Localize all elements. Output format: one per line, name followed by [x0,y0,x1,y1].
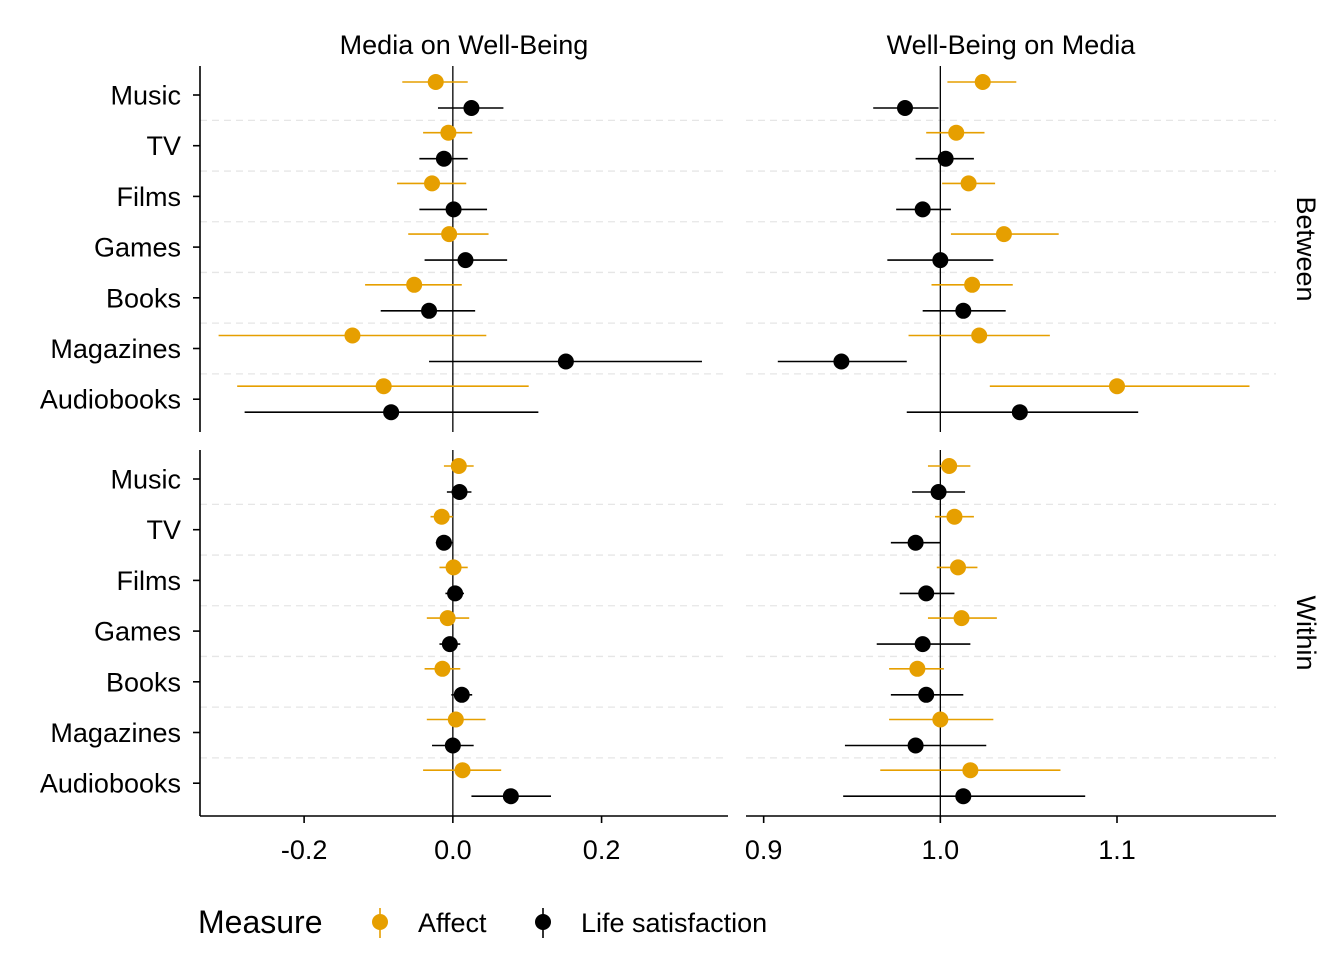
axes-layer [193,66,1276,823]
grid-layer [200,119,1276,759]
point-life-satisfaction-audiobooks-0-0 [383,404,400,421]
y-tick-label-films-0: Films [117,182,181,212]
point-affect-books-1-1 [909,660,926,677]
x-tick-label-0-2: 0.2 [583,835,621,865]
point-affect-films-1-0 [960,175,977,192]
point-affect-games-0-0 [441,226,458,243]
point-life-satisfaction-tv-1-0 [937,150,954,167]
point-affect-music-1-0 [974,74,991,90]
point-life-satisfaction-games-1-0 [932,252,949,269]
point-affect-audiobooks-1-0 [1109,378,1125,395]
point-life-satisfaction-audiobooks-1-0 [1011,404,1028,421]
labels-layer: -0.2 0.0 0.2 0.9 1.0 1.1 Music TV Films Games Book… [40,30,1321,865]
y-tick-label-films-1: Films [117,566,181,596]
point-life-satisfaction-films-0-1 [447,585,464,602]
y-tick-label-books-1: Books [106,667,181,697]
facet-column-label-well-being-on-media: Well-Being on Media [887,30,1137,60]
point-life-satisfaction-audiobooks-0-1 [502,788,519,805]
point-affect-audiobooks-1-1 [962,762,979,779]
point-life-satisfaction-magazines-0-1 [444,737,461,754]
y-tick-label-tv-1: TV [146,515,181,545]
point-affect-tv-0-0 [440,124,457,141]
legend-label-life-satisfaction: Life satisfaction [581,908,767,938]
y-tick-label-music-0: Music [110,81,181,111]
point-affect-books-1-0 [964,276,981,293]
y-tick-label-magazines-0: Magazines [50,334,181,364]
point-affect-books-0-0 [406,276,423,293]
x-tick-label-0-1: 0.0 [434,835,472,865]
facet-row-label-within: Within [1291,595,1321,670]
point-affect-films-1-1 [950,559,966,576]
legend-key-point-life-satisfaction [535,914,551,930]
legend-title: Measure [198,904,323,940]
y-tick-label-games-0: Games [94,233,181,263]
y-tick-label-books-0: Books [106,283,181,313]
point-life-satisfaction-films-0-0 [445,201,462,218]
point-affect-magazines-1-1 [932,711,949,728]
y-tick-label-audiobooks-1: Audiobooks [40,769,181,799]
legend-label-affect: Affect [418,908,487,938]
point-affect-music-1-1 [941,458,958,474]
point-life-satisfaction-films-1-1 [918,585,935,602]
point-affect-tv-1-0 [948,124,965,141]
point-life-satisfaction-magazines-1-0 [833,353,850,370]
point-affect-games-0-1 [439,610,456,627]
point-affect-magazines-1-0 [971,327,988,344]
point-life-satisfaction-tv-1-1 [907,534,924,551]
point-life-satisfaction-books-0-0 [421,302,438,319]
point-life-satisfaction-music-1-1 [930,484,947,500]
x-tick-label-0-0: -0.2 [281,835,328,865]
point-affect-magazines-0-0 [344,327,361,344]
point-affect-tv-1-1 [946,508,963,525]
y-tick-label-magazines-1: Magazines [50,718,181,748]
point-life-satisfaction-games-0-0 [457,252,474,269]
point-affect-books-0-1 [434,660,451,677]
point-life-satisfaction-tv-0-1 [435,534,452,551]
x-tick-label-1-2: 1.1 [1098,835,1136,865]
marks-layer [218,74,1250,805]
point-affect-films-0-0 [424,175,441,192]
point-affect-audiobooks-0-1 [454,762,471,779]
point-affect-music-0-1 [450,458,467,474]
point-life-satisfaction-books-0-1 [453,686,470,703]
x-tick-label-1-1: 1.0 [922,835,960,865]
point-life-satisfaction-music-1-0 [897,100,913,116]
point-life-satisfaction-magazines-0-0 [557,353,574,370]
point-affect-magazines-0-1 [447,711,464,728]
point-affect-films-0-1 [445,559,462,576]
point-life-satisfaction-books-1-0 [955,302,972,319]
point-life-satisfaction-tv-0-0 [435,150,452,167]
point-life-satisfaction-books-1-1 [918,686,935,703]
y-tick-label-games-1: Games [94,617,181,647]
y-tick-label-tv-0: TV [146,131,181,161]
legend-key-point-affect [372,914,388,930]
y-tick-label-audiobooks-0: Audiobooks [40,385,181,415]
point-affect-music-0-0 [427,74,444,90]
point-affect-tv-0-1 [433,508,450,525]
point-life-satisfaction-games-0-1 [441,636,458,653]
point-life-satisfaction-music-0-1 [451,484,468,500]
facet-row-label-between: Between [1291,196,1321,301]
point-affect-games-1-0 [995,226,1012,243]
point-life-satisfaction-magazines-1-1 [907,737,924,754]
facet-column-label-media-on-well-being: Media on Well-Being [340,30,589,60]
point-life-satisfaction-audiobooks-1-1 [955,788,972,805]
legend: Measure Affect Life satisfaction [198,904,767,940]
point-life-satisfaction-films-1-0 [914,201,931,218]
point-affect-audiobooks-0-0 [375,378,392,395]
point-affect-games-1-1 [953,610,970,627]
x-tick-label-1-0: 0.9 [745,835,783,865]
y-tick-label-music-1: Music [110,465,181,495]
point-life-satisfaction-music-0-0 [463,100,480,116]
point-life-satisfaction-games-1-1 [914,636,931,653]
